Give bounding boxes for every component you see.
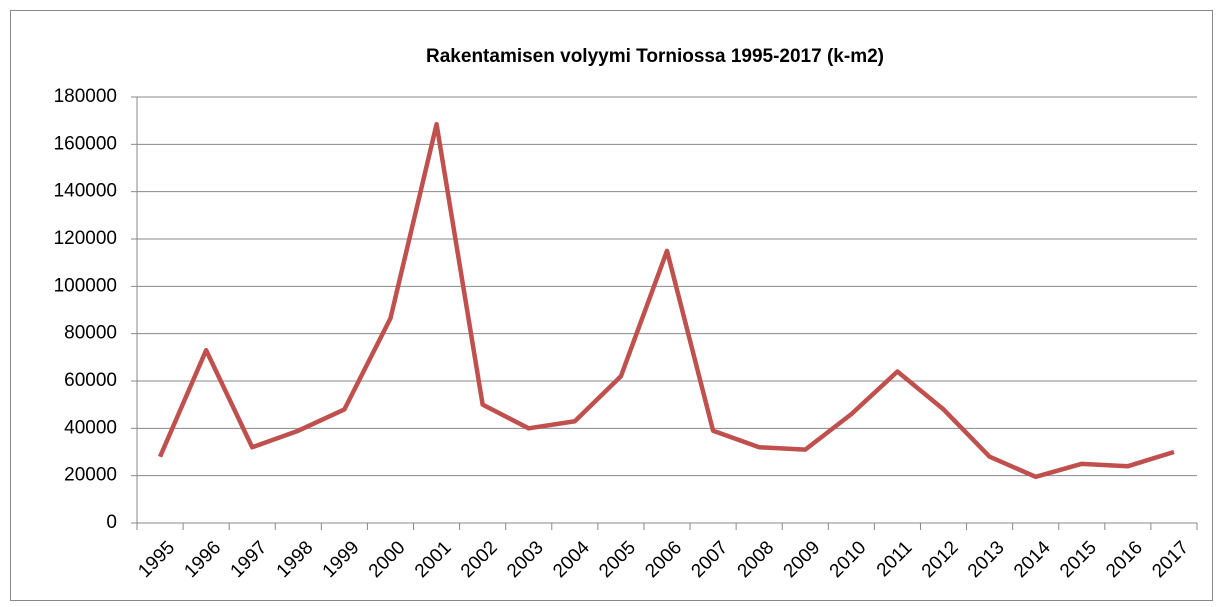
- y-tick-label: 100000: [54, 275, 117, 296]
- chart-title: Rakentamisen volyymi Torniossa 1995-2017…: [426, 46, 884, 67]
- y-tick-label: 60000: [64, 370, 117, 391]
- y-tick-label: 160000: [54, 133, 117, 154]
- y-tick-label: 140000: [54, 181, 117, 202]
- y-tick-label: 0: [106, 512, 117, 533]
- data-line: [157, 121, 1175, 480]
- y-tick-label: 120000: [54, 228, 117, 249]
- chart-border: [10, 10, 1213, 601]
- y-tick-label: 20000: [64, 465, 117, 486]
- y-tick-label: 40000: [64, 417, 117, 438]
- y-tick-label: 80000: [64, 323, 117, 344]
- y-tick-label: 180000: [54, 86, 117, 107]
